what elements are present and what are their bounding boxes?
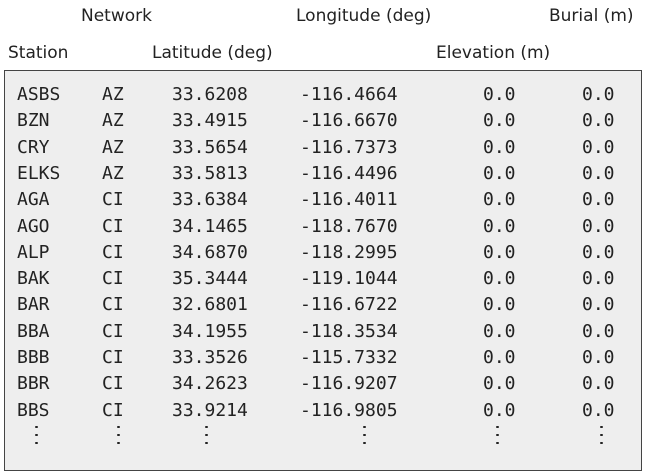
station-cell: BAK	[17, 268, 50, 290]
latitude-cell: 33.6384	[172, 189, 248, 211]
network-cell: CI	[102, 320, 124, 342]
burial-cell: 0.0	[582, 110, 615, 132]
burial-cell: 0.0	[582, 215, 615, 237]
longitude-cell: -116.9805	[300, 399, 398, 421]
elevation-cell: 0.0	[483, 215, 516, 237]
network-cell: CI	[102, 373, 124, 395]
longitude-cell: -116.6670	[300, 110, 398, 132]
network-cell: CI	[102, 241, 124, 263]
burial-cell: 0.0	[582, 136, 615, 158]
latitude-cell: 35.3444	[172, 268, 248, 290]
longitude-cell: -116.4496	[300, 162, 398, 184]
elevation-cell: 0.0	[483, 399, 516, 421]
network-cell: CI	[102, 294, 124, 316]
burial-cell: 0.0	[582, 241, 615, 263]
network-cell: CI	[102, 268, 124, 290]
latitude-cell: 33.4915	[172, 110, 248, 132]
burial-cell: 0.0	[582, 347, 615, 368]
station-cell: BBS	[17, 399, 50, 421]
continuation-marker	[117, 424, 120, 446]
burial-cell: 0.0	[582, 162, 615, 184]
longitude-cell: -116.4011	[300, 189, 398, 211]
network-cell: AZ	[102, 84, 124, 105]
latitude-cell: 33.3526	[172, 347, 248, 368]
longitude-cell: -118.3534	[300, 320, 398, 342]
longitude-cell: -116.6722	[300, 294, 398, 316]
network-cell: AZ	[102, 136, 124, 158]
station-cell: BZN	[17, 110, 50, 132]
continuation-marker	[600, 424, 603, 446]
latitude-cell: 34.6870	[172, 241, 248, 263]
station-cell: BBB	[17, 347, 50, 368]
latitude-cell: 32.6801	[172, 294, 248, 316]
station-cell: BBA	[17, 320, 50, 342]
network-cell: AZ	[102, 162, 124, 184]
longitude-cell: -119.1044	[300, 268, 398, 290]
latitude-cell: 34.2623	[172, 373, 248, 395]
latitude-cell: 33.5654	[172, 136, 248, 158]
station-table: ASBS AZ 33.6208 -116.4664 0.0 0.0 BZN AZ 33.4915…	[4, 70, 642, 471]
continuation-marker	[205, 424, 208, 446]
latitude-cell: 33.5813	[172, 162, 248, 184]
network-cell: CI	[102, 189, 124, 211]
burial-cell: 0.0	[582, 189, 615, 211]
station-cell: BBR	[17, 373, 50, 395]
station-cell: BAR	[17, 294, 50, 316]
elevation-cell: 0.0	[483, 162, 516, 184]
elevation-cell: 0.0	[483, 347, 516, 368]
burial-cell: 0.0	[582, 294, 615, 316]
station-cell: AGA	[17, 189, 50, 211]
latitude-cell: 34.1465	[172, 215, 248, 237]
header-station: Station	[8, 43, 69, 63]
header-network: Network	[81, 6, 152, 26]
burial-cell: 0.0	[582, 373, 615, 395]
continuation-marker	[496, 424, 499, 446]
elevation-cell: 0.0	[483, 189, 516, 211]
burial-cell: 0.0	[582, 320, 615, 342]
elevation-cell: 0.0	[483, 320, 516, 342]
latitude-cell: 33.6208	[172, 84, 248, 105]
elevation-cell: 0.0	[483, 110, 516, 132]
elevation-cell: 0.0	[483, 84, 516, 105]
network-cell: AZ	[102, 110, 124, 132]
station-cell: ALP	[17, 241, 50, 263]
elevation-cell: 0.0	[483, 136, 516, 158]
network-cell: CI	[102, 399, 124, 421]
elevation-cell: 0.0	[483, 373, 516, 395]
continuation-marker	[363, 424, 366, 446]
station-cell: CRY	[17, 136, 50, 158]
station-cell: ASBS	[17, 84, 61, 105]
station-cell: AGO	[17, 215, 50, 237]
network-cell: CI	[102, 347, 124, 368]
longitude-cell: -118.2995	[300, 241, 398, 263]
elevation-cell: 0.0	[483, 294, 516, 316]
elevation-cell: 0.0	[483, 241, 516, 263]
header-longitude: Longitude (deg)	[296, 6, 432, 26]
burial-cell: 0.0	[582, 268, 615, 290]
network-cell: CI	[102, 215, 124, 237]
latitude-cell: 34.1955	[172, 320, 248, 342]
latitude-cell: 33.9214	[172, 399, 248, 421]
station-cell: ELKS	[17, 162, 61, 184]
elevation-cell: 0.0	[483, 268, 516, 290]
longitude-cell: -118.7670	[300, 215, 398, 237]
header-elevation: Elevation (m)	[436, 43, 551, 63]
header-latitude: Latitude (deg)	[152, 43, 273, 63]
burial-cell: 0.0	[582, 399, 615, 421]
longitude-cell: -115.7332	[300, 347, 398, 368]
burial-cell: 0.0	[582, 84, 615, 105]
header-burial: Burial (m)	[549, 6, 634, 26]
longitude-cell: -116.4664	[300, 84, 398, 105]
longitude-cell: -116.7373	[300, 136, 398, 158]
longitude-cell: -116.9207	[300, 373, 398, 395]
continuation-marker	[35, 424, 38, 446]
